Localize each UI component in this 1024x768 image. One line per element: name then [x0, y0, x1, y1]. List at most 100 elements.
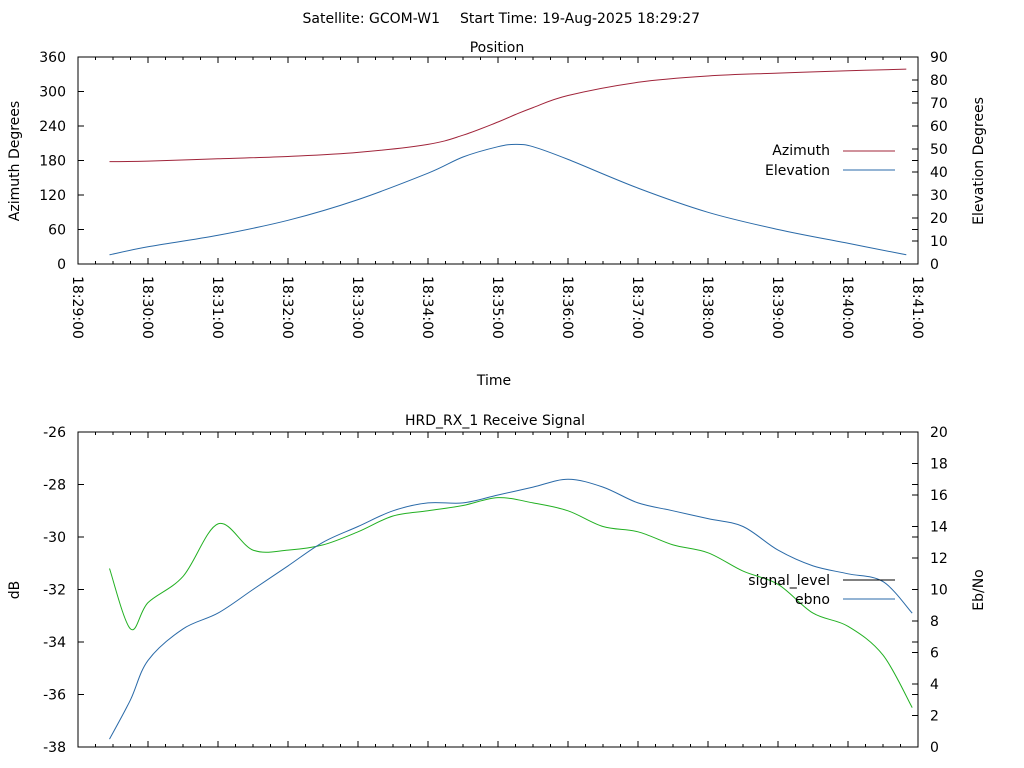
- data-point-azimuth: [905, 68, 907, 70]
- y-tick-label: 180: [39, 154, 66, 170]
- data-point-ebno: [322, 541, 324, 543]
- data-point-azimuth: [462, 134, 464, 136]
- x-tick-label: 18:33:00: [349, 276, 365, 339]
- data-point-azimuth: [147, 160, 149, 162]
- data-point-signal-level: [462, 505, 464, 507]
- y-tick-label: 240: [39, 119, 66, 135]
- legend-label-signal-level: signal_level: [748, 573, 830, 589]
- legend-label-azimuth: Azimuth: [772, 143, 830, 159]
- data-point-ebno: [497, 494, 499, 496]
- y-tick-label: 300: [39, 85, 66, 101]
- data-point-ebno: [182, 628, 184, 630]
- series-line-elevation: [109, 143, 907, 256]
- x-tick-label: 18:30:00: [139, 276, 155, 339]
- data-point-azimuth: [109, 161, 111, 163]
- data-point-signal-level: [392, 515, 394, 517]
- data-point-azimuth: [532, 107, 534, 109]
- data-point-ebno: [812, 565, 814, 567]
- data-point-azimuth: [287, 156, 289, 158]
- data-point-signal-level: [637, 531, 639, 533]
- data-point-azimuth: [497, 121, 499, 123]
- x-tick-label: 18:39:00: [769, 276, 785, 339]
- data-point-azimuth: [777, 72, 779, 74]
- x-tick-label: 18:36:00: [559, 276, 575, 339]
- y-tick-label: -32: [43, 583, 66, 599]
- data-point-ebno: [462, 502, 464, 504]
- data-point-ebno: [777, 549, 779, 551]
- data-point-elevation: [905, 254, 907, 256]
- data-point-elevation: [462, 156, 464, 158]
- x-tick-label: 18:31:00: [209, 276, 225, 339]
- data-point-elevation: [287, 219, 289, 221]
- y-tick-label: -26: [43, 425, 66, 441]
- data-point-signal-level: [427, 510, 429, 512]
- x-tick-label: 18:35:00: [489, 276, 505, 339]
- y-axis-label: Azimuth Degrees: [7, 101, 23, 221]
- y-tick-label: -36: [43, 688, 66, 704]
- plot-area: 0 60 120 180 240 300 360 0 10 20 30 40 50 60 70 80 90 18:…: [39, 50, 948, 339]
- data-point-signal-level: [497, 497, 499, 499]
- y-tick-label: -38: [43, 740, 66, 756]
- data-point-signal-level: [287, 549, 289, 551]
- x-tick-label: 18:41:00: [909, 276, 925, 339]
- y-tick-label: -28: [43, 478, 66, 494]
- data-point-ebno: [567, 478, 569, 480]
- data-point-signal-level: [217, 523, 219, 525]
- data-point-signal-level: [252, 549, 254, 551]
- y2-tick-label: 4: [930, 677, 939, 693]
- data-point-azimuth: [637, 81, 639, 83]
- data-point-ebno: [287, 565, 289, 567]
- x-axis-label: Time: [476, 373, 511, 389]
- data-point-azimuth: [357, 151, 359, 153]
- position-chart: Position 0 60 120 180 240 300 360 0 10 20 30 40 50 60…: [7, 40, 987, 389]
- data-point-ebno: [109, 738, 111, 740]
- data-point-azimuth: [515, 114, 517, 116]
- y-axis-label: dB: [7, 581, 23, 600]
- data-point-signal-level: [147, 602, 149, 604]
- data-point-ebno: [637, 502, 639, 504]
- data-point-signal-level: [742, 570, 744, 572]
- y2-axis-label: Elevation Degrees: [971, 97, 987, 225]
- data-point-ebno: [252, 589, 254, 591]
- y2-tick-label: 0: [930, 740, 939, 756]
- plot-frame: [77, 431, 919, 748]
- y2-tick-label: 40: [930, 165, 948, 181]
- data-point-elevation: [357, 199, 359, 201]
- data-point-signal-level: [602, 526, 604, 528]
- y2-tick-label: 20: [930, 211, 948, 227]
- y-tick-label: 360: [39, 50, 66, 66]
- data-point-ebno: [392, 510, 394, 512]
- y2-tick-label: 70: [930, 96, 948, 112]
- legend-label-elevation: Elevation: [765, 163, 830, 179]
- data-point-azimuth: [427, 143, 429, 145]
- y2-tick-label: 50: [930, 142, 948, 158]
- data-point-signal-level: [357, 531, 359, 533]
- y-tick-label: 0: [57, 257, 66, 273]
- data-point-azimuth: [567, 95, 569, 97]
- data-point-signal-level: [911, 707, 913, 709]
- receive-signal-chart: HRD_RX_1 Receive Signal -38-36-34-32-30-…: [7, 413, 987, 756]
- x-tick-label: 18:29:00: [69, 276, 85, 339]
- data-point-ebno: [742, 526, 744, 528]
- data-point-elevation: [497, 146, 499, 148]
- data-point-ebno: [707, 518, 709, 520]
- x-tick-label: 18:34:00: [419, 276, 435, 339]
- data-point-ebno: [911, 612, 913, 614]
- data-point-elevation: [532, 146, 534, 148]
- plot-area: -38 -36 -34 -32 -30 -28 -26 0 2 4 6 8 10 12 14 16 18 20: [43, 425, 948, 756]
- data-point-signal-level: [182, 575, 184, 577]
- data-point-ebno: [602, 486, 604, 488]
- x-tick-label: 18:32:00: [279, 276, 295, 339]
- y2-tick-label: 60: [930, 119, 948, 135]
- y2-tick-label: 6: [930, 646, 939, 662]
- x-tick-label: 18:37:00: [629, 276, 645, 339]
- data-point-signal-level: [130, 628, 132, 630]
- data-point-elevation: [515, 143, 517, 145]
- data-point-ebno: [427, 502, 429, 504]
- data-point-ebno: [672, 510, 674, 512]
- data-point-ebno: [882, 581, 884, 583]
- y2-tick-label: 16: [930, 488, 948, 504]
- data-point-ebno: [532, 486, 534, 488]
- data-point-elevation: [109, 254, 111, 256]
